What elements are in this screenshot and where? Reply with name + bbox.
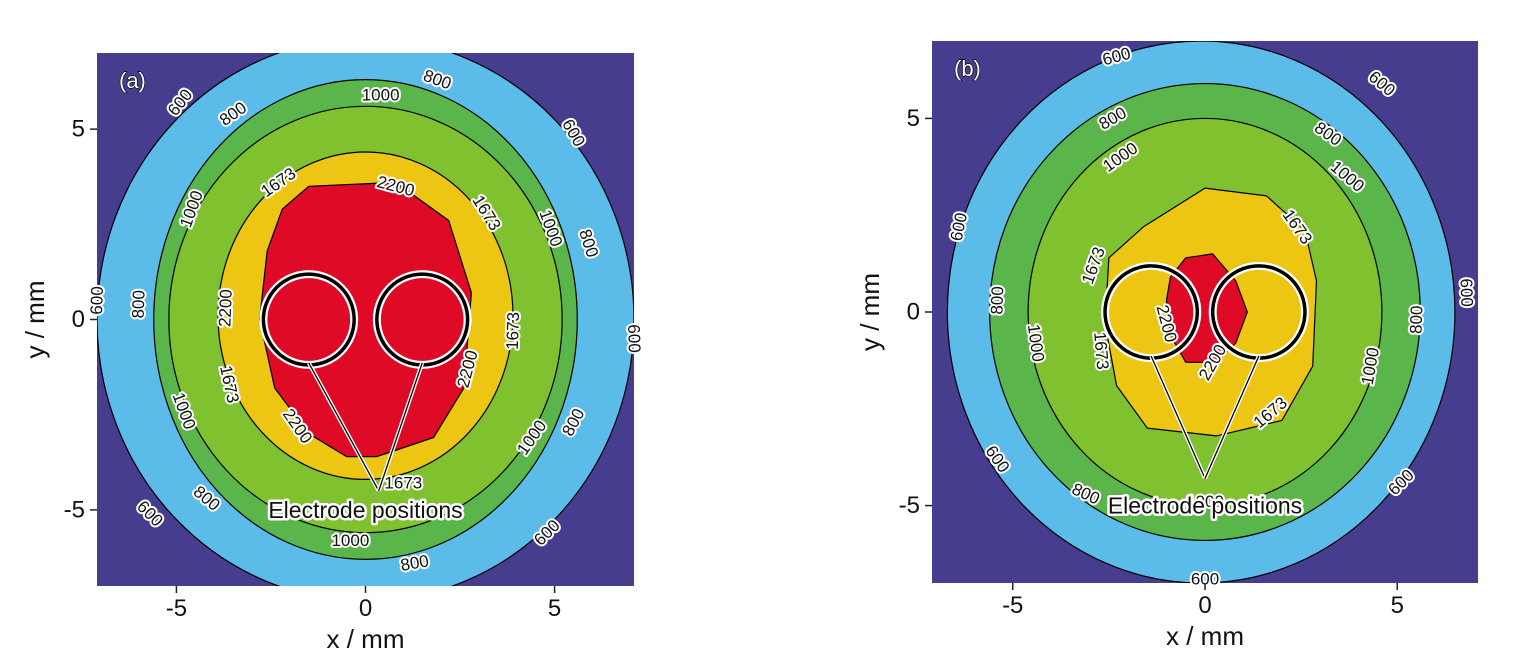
contour-label: 800: [987, 286, 1007, 315]
x-axis-title: x / mm: [327, 624, 405, 654]
x-axis-title: x / mm: [1166, 621, 1244, 651]
contour-label: 1000: [362, 85, 400, 104]
annotation-pointer-1: [1150, 355, 1206, 479]
y-tick-label: -5: [64, 496, 85, 523]
contour-label: 600: [1191, 570, 1219, 589]
y-tick-label: 5: [907, 105, 920, 132]
electrode-positions-annotation: Electrode positions: [1108, 493, 1302, 519]
x-tick-label: -5: [166, 595, 187, 622]
contour-label: 600: [624, 324, 644, 353]
x-tick-label: 0: [1198, 592, 1211, 619]
y-axis-title: y / mm: [20, 281, 50, 359]
x-tick-label: 5: [548, 595, 561, 622]
annotation-pointer-1: [308, 362, 380, 492]
contour-label: 1673: [1090, 331, 1112, 370]
contour-regions: [97, 53, 634, 586]
panel-label: (b): [954, 56, 981, 81]
contour-label: 800: [129, 290, 149, 319]
contour-label: 1000: [1186, 492, 1224, 511]
contour-label: 1673: [384, 474, 422, 493]
contour-label: 800: [1406, 305, 1426, 334]
annotation-pointer-2: [378, 362, 423, 492]
x-tick-label: 0: [359, 595, 372, 622]
contour-label: 600: [87, 286, 107, 315]
contour-label: 600: [1456, 278, 1476, 307]
y-tick-label: 5: [72, 116, 85, 143]
panel-label: (a): [119, 68, 146, 93]
contour-label: 800: [399, 551, 430, 575]
y-tick-label: -5: [899, 492, 920, 519]
x-tick-label: 5: [1391, 592, 1404, 619]
contour-label: 1000: [331, 531, 369, 550]
electrode-positions-annotation: Electrode positions: [268, 497, 462, 523]
y-tick-label: 0: [72, 306, 85, 333]
y-axis-title: y / mm: [855, 273, 885, 351]
contour-label: 2200: [215, 289, 235, 327]
x-tick-label: -5: [1002, 592, 1023, 619]
annotation-pointer-2: [1204, 355, 1260, 479]
y-tick-label: 0: [907, 299, 920, 326]
contour-label: 1673: [503, 312, 523, 350]
